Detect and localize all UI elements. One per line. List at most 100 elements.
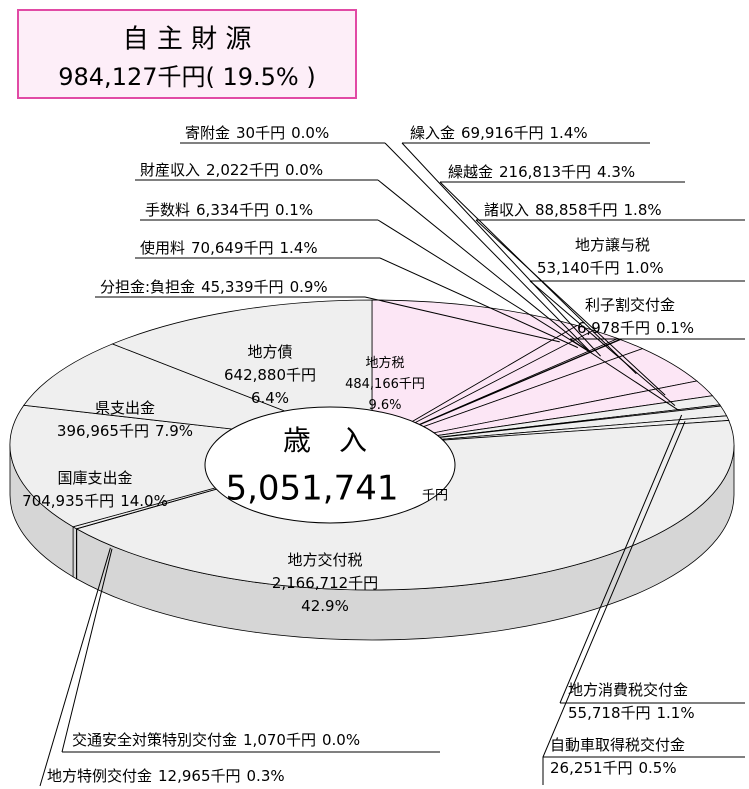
- value-label: 6,334千円: [196, 201, 269, 219]
- percent-label: 0.1%: [656, 319, 694, 337]
- value-label: 53,140千円: [537, 259, 620, 277]
- leader-line: [95, 296, 560, 343]
- total: 5,051,741: [225, 469, 398, 509]
- slice-label: 9.6%: [368, 398, 401, 413]
- slice-label: 484,166千円: [345, 377, 425, 392]
- leader-line: [61, 548, 440, 753]
- value-label: 6,978千円: [577, 319, 650, 337]
- slice-label: 地方譲与税: [575, 236, 650, 254]
- category-label: 繰越金: [448, 163, 493, 181]
- value-label: 1,070千円: [243, 731, 316, 749]
- slice-label: 地方特例交付金 12,965千円 0.3%: [47, 767, 285, 785]
- slice-label: 6,978千円 0.1%: [577, 319, 694, 337]
- percent-label: 0.1%: [275, 201, 313, 219]
- category-label: 利子割交付金: [585, 296, 675, 314]
- value-label: 704,935千円: [22, 492, 114, 510]
- slice-label: 利子割交付金: [585, 296, 675, 314]
- slice-label: 6.4%: [251, 389, 289, 407]
- slice-label: 26,251千円 0.5%: [550, 759, 677, 777]
- category-label: 国庫支出金: [57, 469, 132, 487]
- slice: [371, 299, 579, 446]
- slice-label: 使用料 70,649千円 1.4%: [140, 239, 318, 257]
- percent-label: 1.1%: [657, 704, 695, 722]
- leader-line: [401, 142, 650, 357]
- category-label: 財産収入: [140, 161, 200, 179]
- value-label: 216,813千円: [499, 163, 591, 181]
- slice-label: 寄附金 30千円 0.0%: [185, 124, 329, 142]
- leader-line: [559, 414, 745, 704]
- value-label: 642,880千円: [224, 366, 316, 384]
- slice-label: 手数料 6,334千円 0.1%: [145, 201, 313, 219]
- category-label: 寄附金: [185, 124, 230, 142]
- center-title: 歳 入: [283, 424, 367, 457]
- percent-label: 1.0%: [626, 259, 664, 277]
- value-label: 396,965千円: [57, 422, 149, 440]
- percent-label: 1.4%: [280, 239, 318, 257]
- percent-label: 7.9%: [155, 422, 193, 440]
- value-label: 484,166千円: [345, 377, 425, 392]
- category-label: 地方債: [247, 343, 292, 361]
- slice-label: 53,140千円 1.0%: [537, 259, 664, 277]
- category-label: 地方交付税: [287, 551, 362, 569]
- slice-label: 55,718千円 1.1%: [568, 704, 695, 722]
- slice-label: 地方交付税: [287, 551, 362, 569]
- leader-line: [135, 257, 579, 349]
- slice-label: 自動車取得税交付金: [550, 736, 685, 754]
- leader-line: [569, 338, 745, 411]
- slice-label: 国庫支出金: [57, 469, 132, 487]
- slice-label: 交通安全対策特別交付金 1,070千円 0.0%: [72, 731, 360, 749]
- value-label: 70,649千円: [191, 239, 274, 257]
- value-label: 2,022千円: [206, 161, 279, 179]
- percent-label: 0.0%: [322, 731, 360, 749]
- slice-label: 地方債: [247, 343, 292, 361]
- slice-label: 42.9%: [301, 597, 349, 615]
- slice-side: [72, 526, 77, 580]
- category-label: 地方特例交付金: [47, 767, 152, 785]
- slice-label: 396,965千円 7.9%: [57, 422, 193, 440]
- slice-label: 地方消費税交付金: [568, 681, 688, 699]
- percent-label: 0.0%: [291, 124, 329, 142]
- percent-label: 0.0%: [285, 161, 323, 179]
- category-label: 自動車取得税交付金: [550, 736, 685, 754]
- slice-label: 諸収入 88,858千円 1.8%: [484, 201, 662, 219]
- leader-line: [475, 219, 745, 396]
- leader-line: [135, 179, 591, 353]
- percent-label: 42.9%: [301, 597, 349, 615]
- category-label: 分担金:負担金: [100, 278, 195, 296]
- percent-label: 9.6%: [368, 398, 401, 413]
- slice-label: 繰入金 69,916千円 1.4%: [410, 124, 588, 142]
- value-label: 30千円: [236, 124, 285, 142]
- category-label: 地方税: [365, 355, 404, 371]
- leader-line: [529, 280, 745, 407]
- value-label: 12,965千円: [158, 767, 241, 785]
- slice-label: 財産収入 2,022千円 0.0%: [140, 161, 323, 179]
- header-title: 自 主 財 源: [123, 25, 252, 55]
- labels: 地方税 484,166千円 9.6% 分担金:負担金 45,339千円 0.9% 使用料 70…: [22, 124, 745, 787]
- category-label: 地方譲与税: [575, 236, 650, 254]
- slice-label: 分担金:負担金 45,339千円 0.9%: [100, 278, 328, 296]
- slice-label: 704,935千円 14.0%: [22, 492, 168, 510]
- percent-label: 14.0%: [120, 492, 168, 510]
- category-label: 交通安全対策特別交付金: [72, 731, 237, 749]
- slice-label: 2,166,712千円: [272, 574, 378, 592]
- header-subtitle: 984,127千円( 19.5% ): [58, 63, 315, 91]
- value-label: 2,166,712千円: [272, 574, 378, 592]
- percent-label: 4.3%: [597, 163, 635, 181]
- center-hole: [204, 406, 456, 524]
- total-unit: 千円: [422, 489, 448, 504]
- category-label: 手数料: [145, 201, 190, 219]
- category-label: 使用料: [140, 239, 185, 257]
- slice-label: 642,880千円: [224, 366, 316, 384]
- category-label: 諸収入: [484, 201, 529, 219]
- percent-label: 1.4%: [550, 124, 588, 142]
- percent-label: 1.8%: [624, 201, 662, 219]
- percent-label: 0.5%: [639, 759, 677, 777]
- slice-label: 繰越金 216,813千円 4.3%: [448, 163, 635, 181]
- header-box: [17, 9, 357, 99]
- value-label: 26,251千円: [550, 759, 633, 777]
- leader-line: [542, 421, 745, 785]
- leader-line: [39, 547, 111, 787]
- value-label: 45,339千円: [201, 278, 284, 296]
- slice-label: 地方税: [365, 355, 404, 371]
